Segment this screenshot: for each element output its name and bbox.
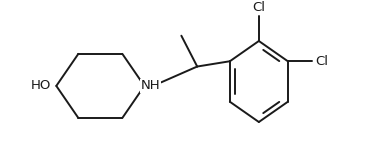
Text: HO: HO (31, 79, 51, 92)
Text: NH: NH (141, 79, 160, 92)
Text: Cl: Cl (252, 1, 265, 14)
Text: Cl: Cl (315, 55, 328, 68)
